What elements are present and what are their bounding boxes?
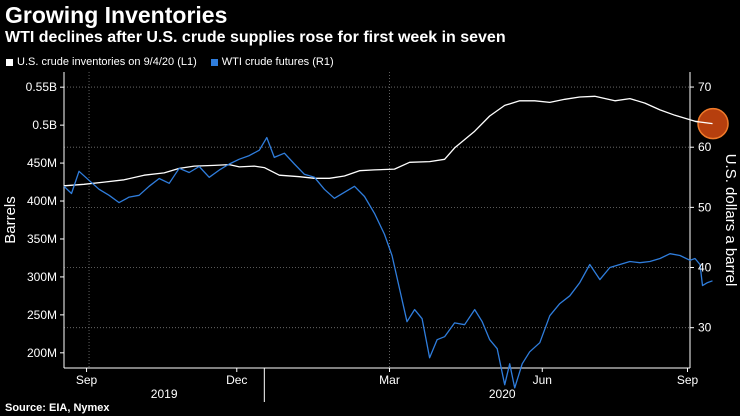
right-axis-title: U.S. dollars a barrel xyxy=(722,154,739,287)
right-tick-label: 30 xyxy=(698,321,712,335)
left-tick-label: 200M xyxy=(27,346,57,360)
right-tick-label: 60 xyxy=(698,140,712,154)
legend-swatch-wti xyxy=(210,58,218,66)
left-tick-label: 400M xyxy=(27,194,57,208)
highlight-marker xyxy=(697,107,729,140)
left-axis-title: Barrels xyxy=(2,196,19,244)
right-tick-label: 40 xyxy=(698,261,712,275)
x-tick-label: Sep xyxy=(76,373,98,387)
left-tick-label: 0.55B xyxy=(26,80,57,94)
axes xyxy=(60,72,694,402)
series-line-inventories xyxy=(63,95,713,187)
legend-label-wti: WTI crude futures (R1) xyxy=(221,56,334,68)
x-tick-label: Jun xyxy=(533,373,552,387)
left-tick-label: 250M xyxy=(27,308,57,322)
left-tick-label: 300M xyxy=(27,270,57,284)
left-tick-label: 350M xyxy=(27,232,57,246)
year-label: 2020 xyxy=(489,387,516,401)
year-label: 2019 xyxy=(151,387,178,401)
source-note: Source: EIA, Nymex xyxy=(5,402,110,414)
x-tick-label: Sep xyxy=(677,373,699,387)
chart-legend: U.S. crude inventories on 9/4/20 (L1) WT… xyxy=(6,56,348,68)
legend-swatch-inventories xyxy=(6,58,13,66)
right-tick-label: 70 xyxy=(698,80,712,94)
legend-label-inventories: U.S. crude inventories on 9/4/20 (L1) xyxy=(17,56,197,68)
axis-labels: 200M 250M 300M 350M 400M 450M 0.5B 0.55B 30 40 50 6… xyxy=(2,80,739,401)
legend-item-wti: WTI crude futures (R1) xyxy=(210,56,334,68)
x-tick-label: Dec xyxy=(226,373,247,387)
data-series xyxy=(63,95,729,389)
left-tick-label: 450M xyxy=(27,156,57,170)
gridlines xyxy=(64,72,690,368)
chart-subtitle: WTI declines after U.S. crude supplies r… xyxy=(5,29,506,46)
left-tick-label: 0.5B xyxy=(32,118,57,132)
series-line-inventories-tip xyxy=(694,120,713,125)
x-tick-label: Mar xyxy=(379,373,400,387)
right-tick-label: 50 xyxy=(698,200,712,214)
series-line-wti xyxy=(63,136,713,389)
chart-title: Growing Inventories xyxy=(5,2,228,28)
legend-item-inventories: U.S. crude inventories on 9/4/20 (L1) xyxy=(6,56,197,68)
